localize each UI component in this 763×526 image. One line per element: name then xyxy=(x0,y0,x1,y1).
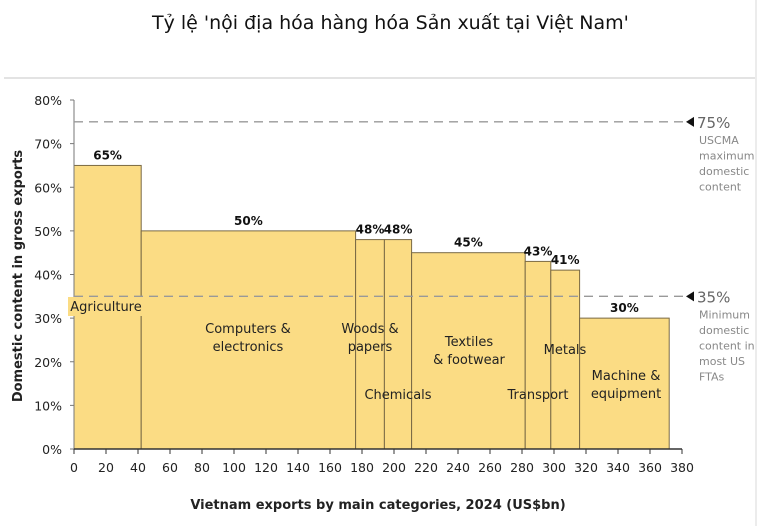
x-tick-label: 120 xyxy=(254,460,278,475)
label-bg xyxy=(68,297,144,316)
x-tick-label: 300 xyxy=(542,460,566,475)
category-label: Computers & xyxy=(205,322,291,337)
reference-note: domestic xyxy=(699,324,749,337)
category-label: Transport xyxy=(506,388,568,403)
x-tick-label: 280 xyxy=(510,460,534,475)
x-tick-label: 160 xyxy=(318,460,342,475)
bar-6 xyxy=(550,269,581,450)
x-tick-label: 200 xyxy=(382,460,406,475)
x-tick-label: 60 xyxy=(162,460,178,475)
axes-group: 0% 10% 20% 30% 40% 50% 60% 70% 80% 0 20 40 60 80 100 12… xyxy=(11,93,694,513)
bar-value-label: 65% xyxy=(93,148,122,162)
x-tick-label: 20 xyxy=(98,460,114,475)
x-tick-label: 320 xyxy=(574,460,598,475)
x-tick-label: 360 xyxy=(638,460,662,475)
category-label: equipment xyxy=(591,387,661,402)
y-axis-title: Domestic content in gross exports xyxy=(11,150,26,403)
category-label: Metals xyxy=(544,343,587,358)
x-tick-label: 380 xyxy=(670,460,694,475)
reference-note: FTAs xyxy=(699,370,725,383)
category-label: papers xyxy=(348,340,393,355)
x-tick-label: 40 xyxy=(130,460,146,475)
category-label: Textiles xyxy=(444,335,494,350)
bar-value-label: 50% xyxy=(234,214,263,228)
title-divider xyxy=(4,77,756,79)
y-tick-label: 40% xyxy=(34,268,62,283)
y-tick-label: 70% xyxy=(34,137,62,152)
bar-value-label: 41% xyxy=(551,253,580,267)
y-tick-label: 60% xyxy=(34,180,62,195)
y-tick-label: 30% xyxy=(34,311,62,326)
x-tick-label: 260 xyxy=(478,460,502,475)
x-tick-label: 100 xyxy=(222,460,246,475)
x-axis-title: Vietnam exports by main categories, 2024… xyxy=(190,498,565,513)
labels-group: 65% 50% 48% 48% 45% 43%41% 30% Agriculture Compu… xyxy=(68,148,661,403)
category-label: Machine & xyxy=(592,369,661,384)
bars-group xyxy=(73,164,670,450)
bar-7 xyxy=(579,317,670,450)
bar-1 xyxy=(140,230,357,450)
reference-value: 35% xyxy=(697,288,730,306)
reference-note: content xyxy=(699,180,742,193)
right-border xyxy=(755,0,757,526)
x-tick-label: 0 xyxy=(70,460,78,475)
arrow-left-icon xyxy=(686,116,694,127)
chart-title: Tỷ lệ 'nội địa hóa hàng hóa Sản xuất tại… xyxy=(152,12,629,34)
bar-value-label: 45% xyxy=(454,236,483,250)
reference-note: content in xyxy=(699,339,755,352)
x-tick-label: 220 xyxy=(414,460,438,475)
reference-note: domestic xyxy=(699,165,749,178)
x-tick-label: 140 xyxy=(286,460,310,475)
category-label: Woods & xyxy=(341,322,398,337)
bar-2 xyxy=(355,239,385,450)
bar-value-label: 48% xyxy=(356,223,385,237)
bar-value-label: 48% xyxy=(384,223,413,237)
y-tick-label: 50% xyxy=(34,224,62,239)
x-tick-label: 340 xyxy=(606,460,630,475)
category-label: electronics xyxy=(213,340,284,355)
x-tick-label: 240 xyxy=(446,460,470,475)
category-label: & footwear xyxy=(433,353,505,368)
reference-value: 75% xyxy=(697,114,730,132)
reference-lines-group: 75% USCMA maximum domestic content 35% Minimum… xyxy=(74,114,755,383)
reference-note: USCMA xyxy=(699,134,739,147)
reference-note: maximum xyxy=(699,149,754,162)
y-tick-label: 10% xyxy=(34,398,62,413)
category-label: Agriculture xyxy=(70,300,142,315)
category-label: Chemicals xyxy=(364,388,431,403)
bar-value-label: 30% xyxy=(610,301,639,315)
reference-note: most US xyxy=(699,355,745,368)
y-tick-label: 80% xyxy=(34,93,62,108)
x-tick-label: 80 xyxy=(194,460,210,475)
bar-3 xyxy=(383,239,413,450)
x-tick-label: 180 xyxy=(350,460,374,475)
bar-value-label: 43% xyxy=(524,244,553,258)
arrow-left-icon xyxy=(686,291,694,302)
y-tick-label: 20% xyxy=(34,355,62,370)
reference-note: Minimum xyxy=(699,308,750,321)
bar-4 xyxy=(411,252,526,450)
y-tick-label: 0% xyxy=(42,442,62,457)
